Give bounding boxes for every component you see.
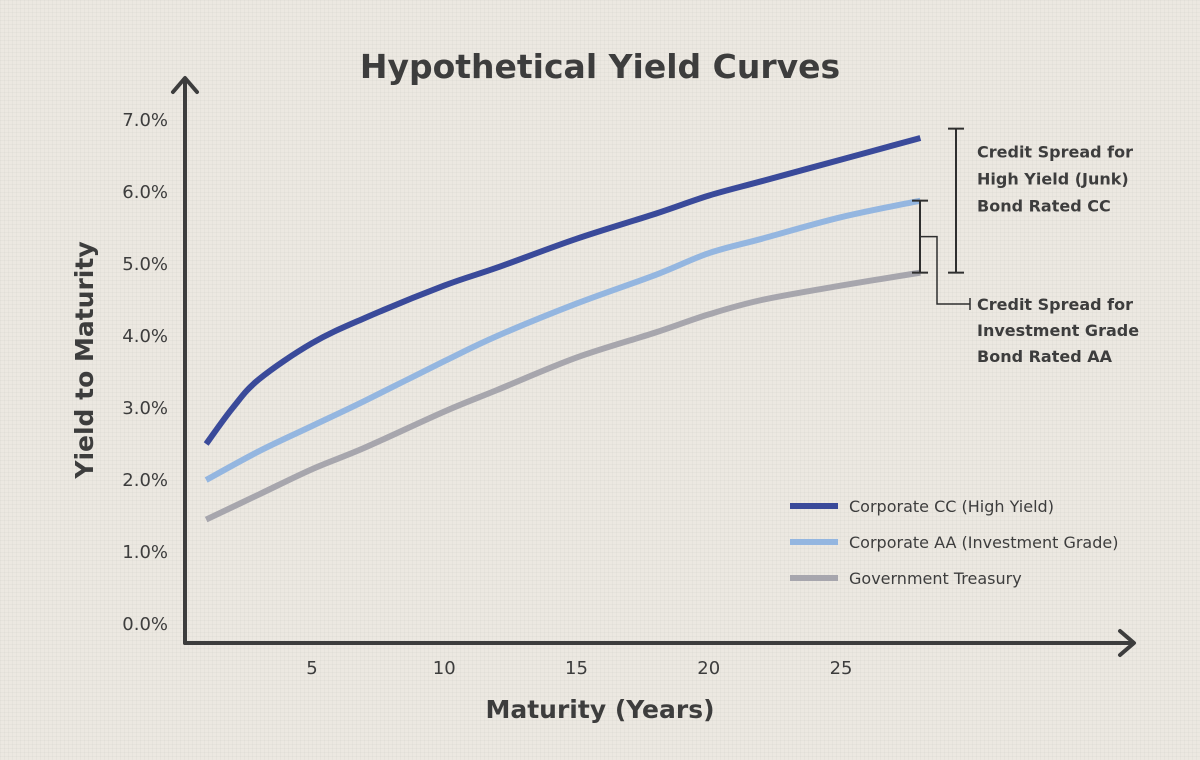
ig-spread-label: Credit Spread for [977, 295, 1133, 314]
series-lines [203, 135, 922, 523]
y-tick-label: 3.0% [122, 398, 168, 419]
legend-label: Government Treasury [849, 569, 1022, 588]
x-tick-label: 10 [433, 658, 456, 679]
y-axis-ticks: 0.0% 1.0% 2.0% 3.0% 4.0% 5.0% 6.0% 7.0% [122, 110, 168, 635]
junk-spread-label: Credit Spread for [977, 143, 1133, 162]
credit-spread-annotations: Credit Spread for High Yield (Junk) Bond R… [912, 127, 1139, 366]
x-axis-arrow [1118, 629, 1136, 657]
ig-spread-label: Bond Rated AA [977, 347, 1113, 366]
y-tick-label: 2.0% [122, 470, 168, 491]
chart-title: Hypothetical Yield Curves [360, 47, 840, 86]
junk-spread-bracket [948, 127, 964, 274]
x-tick-label: 25 [830, 658, 853, 679]
axes [171, 76, 1136, 657]
junk-spread-label: Bond Rated CC [977, 197, 1111, 216]
x-tick-label: 15 [565, 658, 588, 679]
y-tick-label: 0.0% [122, 614, 168, 635]
x-axis-ticks: 5 10 15 20 25 [306, 658, 852, 679]
ig-spread-label: Investment Grade [977, 321, 1139, 340]
legend: Corporate CC (High Yield) Corporate AA (I… [790, 497, 1118, 588]
ig-spread-leader [920, 235, 970, 305]
y-tick-label: 1.0% [122, 542, 168, 563]
y-tick-label: 7.0% [122, 110, 168, 131]
series-line-corporate-cc-high-yield [203, 135, 922, 446]
legend-label: Corporate AA (Investment Grade) [849, 533, 1118, 552]
y-tick-label: 4.0% [122, 326, 168, 347]
x-tick-label: 20 [697, 658, 720, 679]
y-axis-label: Yield to Maturity [70, 241, 99, 479]
series-line-government-treasury [204, 269, 921, 523]
series-line-corporate-aa-investment-grade [204, 197, 921, 483]
x-tick-label: 5 [306, 658, 317, 679]
y-tick-label: 6.0% [122, 182, 168, 203]
legend-label: Corporate CC (High Yield) [849, 497, 1054, 516]
y-axis-arrow [171, 76, 199, 94]
junk-spread-label: High Yield (Junk) [977, 170, 1129, 189]
y-tick-label: 5.0% [122, 254, 168, 275]
x-axis-label: Maturity (Years) [485, 695, 714, 724]
